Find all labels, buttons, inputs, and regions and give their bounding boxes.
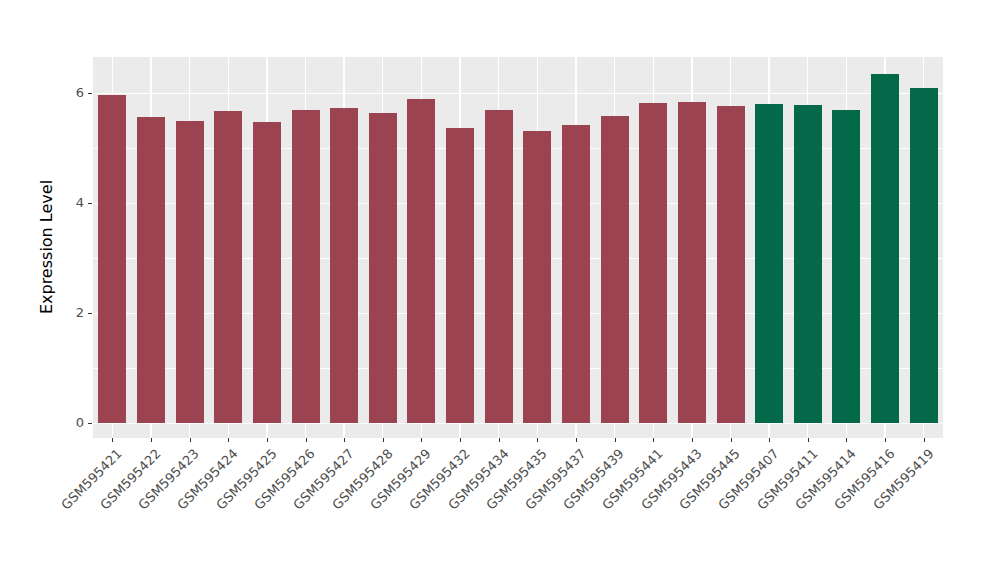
y-tick-mark: [88, 203, 92, 204]
x-tick-mark: [228, 438, 229, 442]
x-tick-mark: [267, 438, 268, 442]
expression-bar-chart-figure: Expression Level 0246 GSM595421GSM595422…: [0, 0, 1000, 580]
x-tick-mark: [190, 438, 191, 442]
x-tick-mark: [808, 438, 809, 442]
y-axis-title: Expression Level: [37, 180, 56, 314]
bar: [910, 88, 938, 424]
bar: [871, 74, 899, 423]
x-tick-mark: [151, 438, 152, 442]
bar: [717, 106, 745, 423]
y-tick-mark: [88, 423, 92, 424]
bar: [330, 108, 358, 423]
x-tick-mark: [885, 438, 886, 442]
x-tick-mark: [499, 438, 500, 442]
bar: [601, 116, 629, 423]
x-tick-mark: [615, 438, 616, 442]
bar: [832, 110, 860, 424]
bar: [755, 104, 783, 423]
plot-panel: [93, 57, 943, 438]
bar: [214, 111, 242, 423]
y-tick-mark: [88, 93, 92, 94]
x-tick-mark: [460, 438, 461, 442]
bar: [407, 99, 435, 423]
x-tick-mark: [846, 438, 847, 442]
y-tick-label: 4: [56, 195, 84, 211]
bar: [485, 110, 513, 423]
x-tick-mark: [421, 438, 422, 442]
x-tick-mark: [769, 438, 770, 442]
x-tick-mark: [306, 438, 307, 442]
x-tick-mark: [383, 438, 384, 442]
bar: [137, 117, 165, 423]
bar: [253, 122, 281, 423]
x-tick-mark: [537, 438, 538, 442]
gridline-major: [93, 423, 943, 424]
bar: [176, 121, 204, 423]
y-tick-label: 2: [56, 305, 84, 321]
x-tick-mark: [344, 438, 345, 442]
x-tick-mark: [653, 438, 654, 442]
x-tick-mark: [731, 438, 732, 442]
x-tick-mark: [576, 438, 577, 442]
bar: [292, 110, 320, 424]
bar: [446, 128, 474, 423]
bar: [523, 131, 551, 423]
y-tick-label: 6: [56, 85, 84, 101]
bar: [369, 113, 397, 423]
gridline-major: [93, 93, 943, 94]
bar: [794, 105, 822, 423]
bar: [562, 125, 590, 423]
bar: [639, 103, 667, 423]
x-tick-mark: [112, 438, 113, 442]
y-tick-label: 0: [56, 415, 84, 431]
bar: [678, 102, 706, 423]
y-tick-mark: [88, 313, 92, 314]
bar: [98, 95, 126, 423]
x-tick-mark: [924, 438, 925, 442]
x-tick-mark: [692, 438, 693, 442]
